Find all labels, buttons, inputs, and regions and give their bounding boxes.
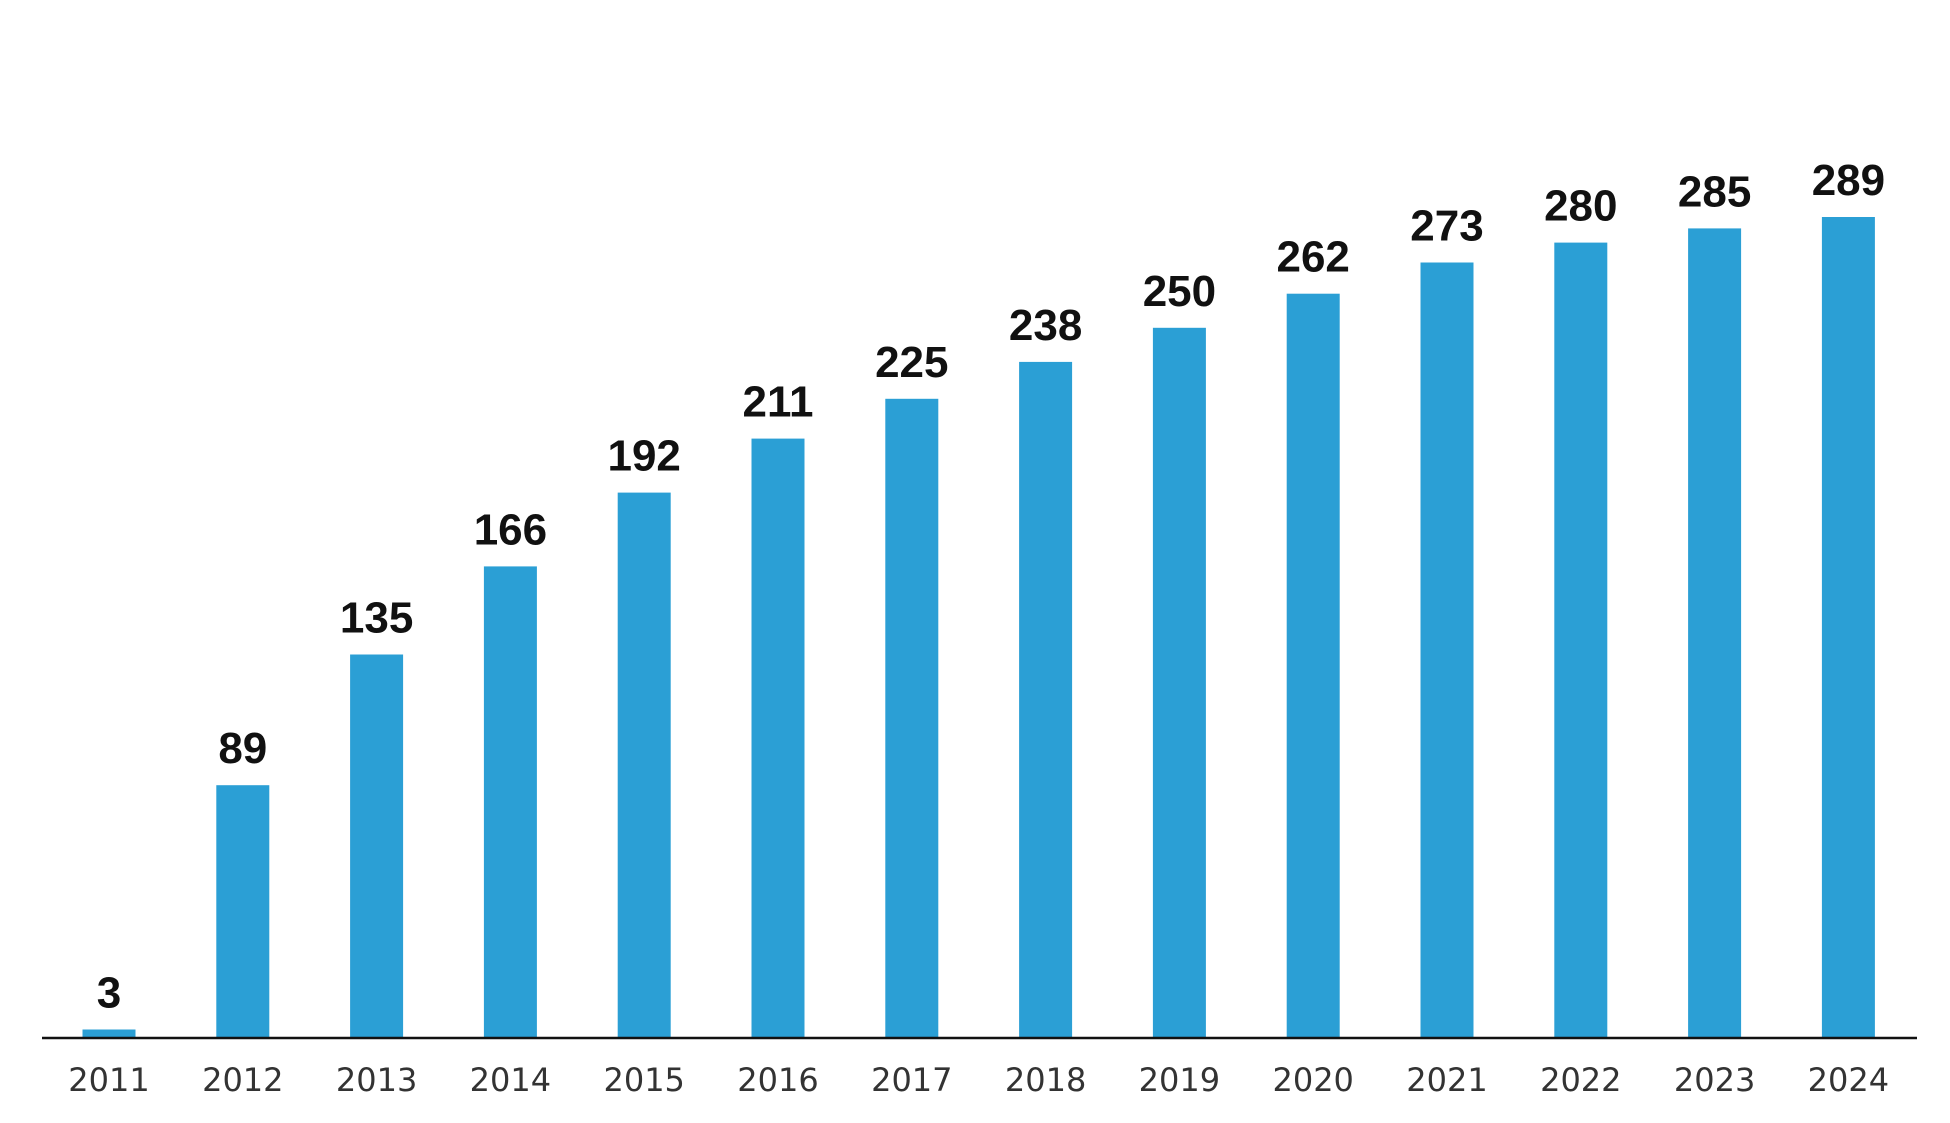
x-tick-label-2017: 2017	[871, 1061, 952, 1099]
x-tick-label-2020: 2020	[1272, 1061, 1353, 1099]
bar-2012	[216, 785, 270, 1038]
bar-2018	[1019, 361, 1073, 1038]
bar-2016	[751, 438, 805, 1039]
bar-2013	[350, 654, 404, 1038]
bar-2011	[82, 1029, 136, 1038]
bar-2023	[1688, 228, 1742, 1038]
bar-2017	[885, 398, 939, 1038]
x-tick-label-2011: 2011	[68, 1061, 149, 1099]
value-label-2011: 3	[97, 969, 121, 1018]
bar-2020	[1286, 293, 1340, 1038]
value-label-2014: 166	[474, 505, 547, 554]
bar-2019	[1152, 327, 1206, 1038]
value-label-2019: 250	[1143, 267, 1216, 316]
bar-2014	[483, 566, 537, 1038]
bar-2022	[1554, 242, 1608, 1039]
value-label-2017: 225	[875, 338, 948, 387]
bars-group	[82, 217, 1875, 1039]
x-tick-label-2022: 2022	[1540, 1061, 1621, 1099]
value-label-2022: 280	[1544, 182, 1617, 231]
value-labels-group: 3 89 135 166 192 211 225 238 250 262 273 280 285 289	[97, 156, 1885, 1018]
x-tick-label-2024: 2024	[1808, 1061, 1889, 1099]
value-label-2015: 192	[607, 432, 680, 481]
value-label-2021: 273	[1410, 202, 1483, 251]
x-tick-labels-group: 2011 2012 2013 2014 2015 2016 2017 2018 2019 2020…	[68, 1061, 1889, 1099]
x-tick-label-2013: 2013	[336, 1061, 417, 1099]
x-tick-label-2023: 2023	[1674, 1061, 1755, 1099]
value-label-2024: 289	[1812, 156, 1885, 205]
value-label-2013: 135	[340, 594, 413, 643]
bar-2024	[1821, 217, 1875, 1038]
x-tick-label-2019: 2019	[1139, 1061, 1220, 1099]
value-label-2020: 262	[1276, 233, 1349, 282]
value-label-2023: 285	[1678, 167, 1751, 216]
bar-2015	[617, 492, 671, 1039]
value-label-2012: 89	[218, 724, 267, 773]
value-label-2018: 238	[1009, 301, 1082, 350]
x-tick-label-2015: 2015	[603, 1061, 684, 1099]
x-tick-label-2018: 2018	[1005, 1061, 1086, 1099]
x-tick-label-2016: 2016	[737, 1061, 818, 1099]
x-tick-label-2021: 2021	[1406, 1061, 1487, 1099]
bar-2021	[1420, 262, 1474, 1038]
x-tick-label-2014: 2014	[470, 1061, 551, 1099]
x-tick-label-2012: 2012	[202, 1061, 283, 1099]
value-label-2016: 211	[743, 378, 814, 427]
